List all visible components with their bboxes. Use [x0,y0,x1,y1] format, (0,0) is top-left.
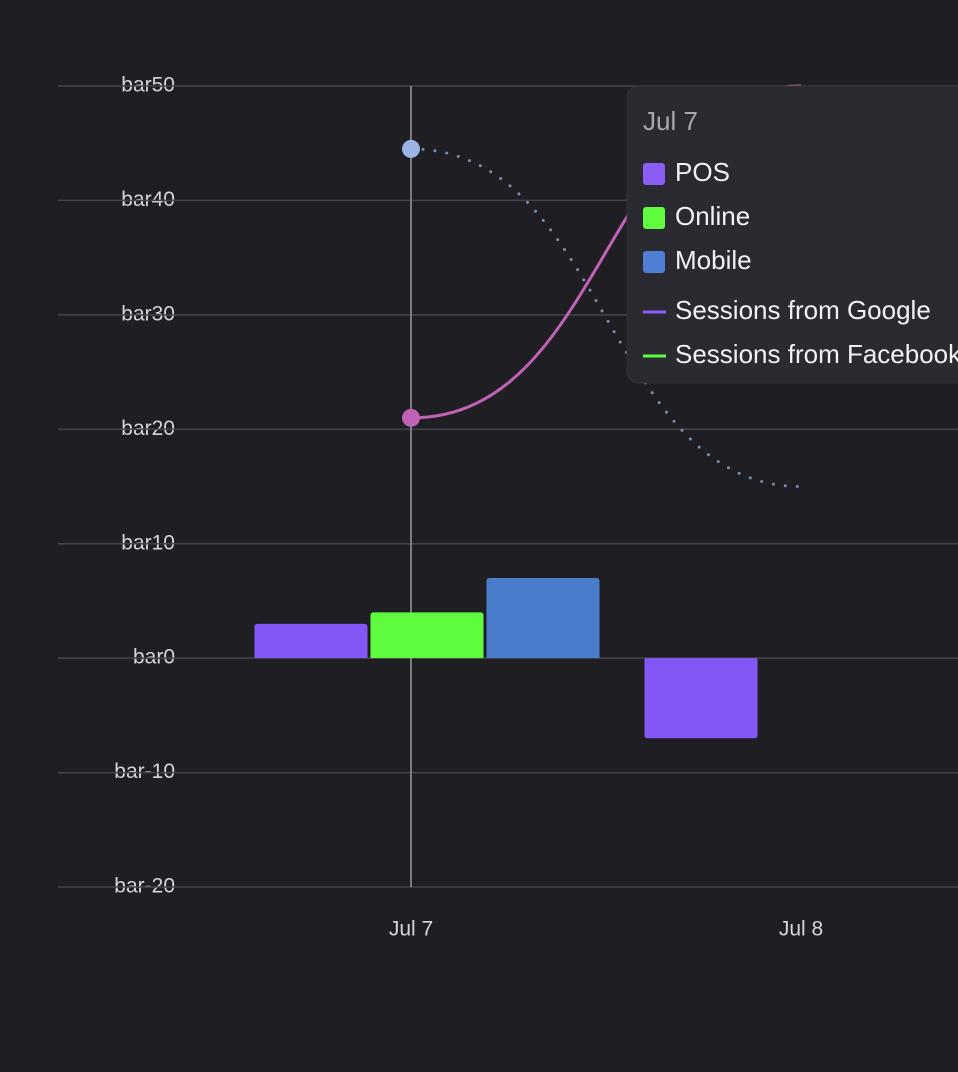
bar [370,612,484,659]
point [402,139,420,158]
legend-label: Sessions from Google [675,295,931,325]
y-tick-label: bar10 [121,531,175,554]
y-tick-label: bar-10 [114,760,175,783]
legend-swatch [643,207,665,229]
tooltip-title: Jul 7 [643,106,698,136]
bar [254,623,368,659]
y-tick-label: bar30 [121,302,175,325]
tooltip: Jul 7 POS Online Mobile Sessions from Google… [626,85,958,384]
y-tick-label: bar20 [121,417,175,440]
tooltip-box [626,85,958,384]
legend-label: Mobile [675,245,752,275]
point [402,408,420,427]
marks [254,84,803,739]
y-tick-label: bar0 [133,646,175,669]
legend-label: Sessions from Facebook [675,339,958,369]
y-tick-label: bar50 [121,74,175,97]
x-tick-label: Jul 7 [389,918,433,941]
grid: bar-20 bar-10 bar0 bar10 bar20 bar30 bar40 bar5… [58,74,958,941]
bar [486,578,600,659]
y-tick-label: bar-20 [114,875,175,898]
legend-swatch [643,163,665,185]
line [409,147,803,488]
legend-swatch [643,251,665,273]
legend-label: Online [675,201,750,231]
legend-label: POS [675,157,730,187]
bar [644,658,758,739]
x-tick-label: Jul 8 [779,918,823,941]
y-tick-label: bar40 [121,188,175,211]
